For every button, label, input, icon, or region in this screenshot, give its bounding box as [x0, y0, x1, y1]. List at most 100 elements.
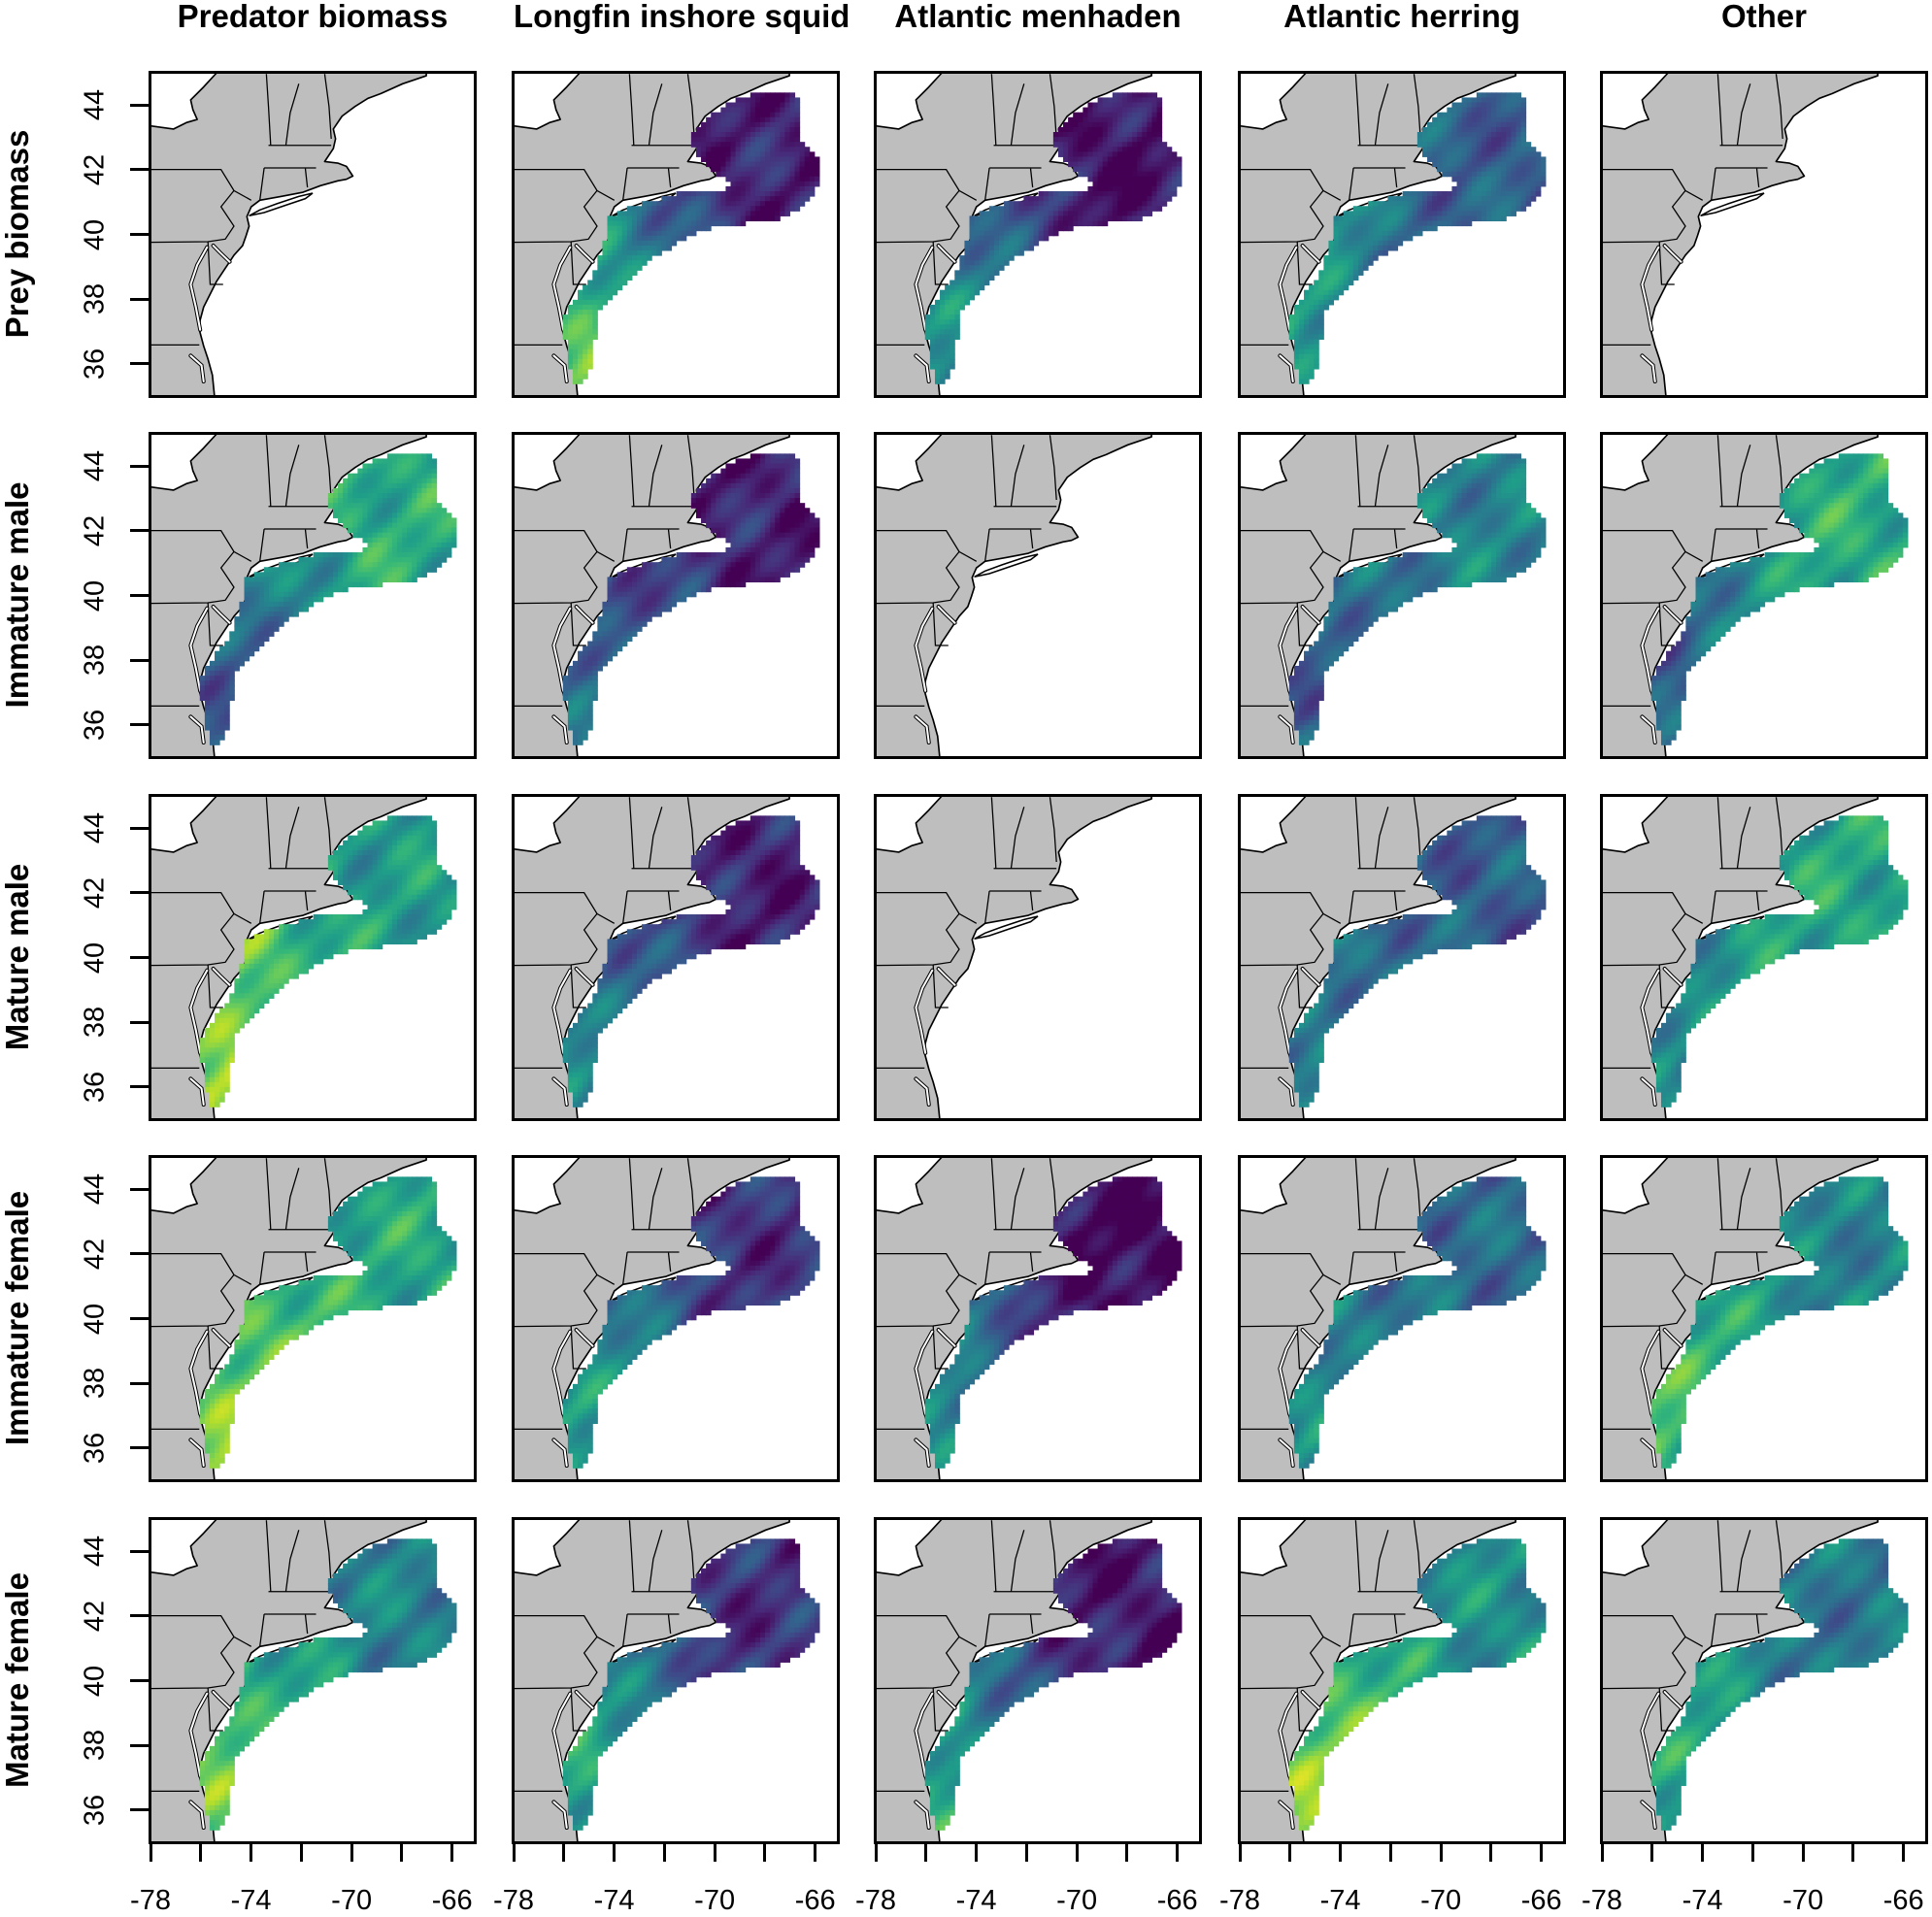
density-cell — [274, 577, 280, 582]
density-cell — [283, 577, 289, 582]
density-cell — [1382, 211, 1388, 216]
density-cell — [1392, 215, 1398, 221]
density-cell — [989, 241, 995, 247]
density-cell — [696, 562, 702, 568]
density-cell — [1314, 666, 1319, 672]
density-cell — [1457, 191, 1463, 197]
density-cell — [755, 493, 761, 499]
density-cell — [1093, 191, 1099, 197]
y-tick-mark — [130, 1614, 150, 1617]
density-cell — [696, 508, 702, 513]
density-cell — [1477, 215, 1482, 221]
density-cell — [746, 162, 751, 168]
density-cell — [1103, 167, 1109, 173]
density-cell — [789, 108, 795, 114]
density-cell — [775, 543, 781, 548]
density-cell — [1496, 142, 1502, 148]
density-cell — [1309, 666, 1315, 672]
density-cell — [362, 582, 368, 588]
density-cell — [810, 538, 816, 544]
density-cell — [1334, 611, 1340, 617]
density-cell — [1294, 720, 1300, 726]
density-cell — [1477, 147, 1482, 152]
density-cell — [746, 186, 751, 192]
density-cell — [666, 196, 672, 202]
density-cell — [1314, 340, 1319, 346]
density-cell — [1063, 211, 1069, 216]
density-cell — [1142, 177, 1148, 182]
density-cell — [583, 715, 588, 721]
density-cell — [1447, 122, 1452, 128]
density-cell — [994, 270, 1000, 276]
density-cell — [1014, 211, 1019, 216]
density-cell — [720, 557, 726, 563]
density-cell — [686, 577, 692, 582]
density-cell — [1358, 265, 1364, 271]
density-cell — [1034, 226, 1040, 232]
density-cell — [755, 469, 761, 475]
density-cell — [731, 182, 737, 187]
density-cell — [706, 122, 712, 128]
density-cell — [1387, 196, 1393, 202]
density-cell — [608, 295, 614, 301]
density-cell — [1177, 167, 1183, 173]
density-cell — [1334, 265, 1340, 271]
density-cell — [1151, 142, 1157, 148]
density-cell — [1427, 122, 1433, 128]
density-cell — [1491, 108, 1497, 114]
density-cell — [805, 177, 811, 182]
density-cell — [622, 621, 628, 627]
density-cell — [736, 103, 742, 109]
density-cell — [1334, 636, 1340, 642]
density-cell — [1506, 142, 1512, 148]
density-cell — [426, 458, 432, 464]
density-cell — [750, 523, 756, 529]
density-cell — [1108, 151, 1114, 157]
density-cell — [432, 483, 438, 489]
density-cell — [741, 108, 747, 114]
density-cell — [608, 290, 614, 296]
density-cell — [789, 182, 795, 187]
density-cell — [780, 103, 785, 109]
density-cell — [642, 241, 648, 247]
density-cell — [368, 479, 374, 484]
density-cell — [1457, 172, 1463, 178]
density-cell — [1472, 177, 1478, 182]
density-cell — [800, 523, 806, 529]
density-cell — [1398, 196, 1404, 202]
density-cell — [1087, 147, 1093, 152]
density-cell — [368, 562, 374, 568]
density-cell — [746, 156, 751, 162]
density-cell — [348, 479, 353, 484]
density-cell — [770, 493, 776, 499]
density-cell — [1457, 215, 1463, 221]
y-tick-text: 36 — [80, 710, 112, 741]
density-cell — [975, 231, 981, 237]
density-cell — [682, 231, 687, 237]
density-cell — [1018, 231, 1024, 237]
density-cell — [1392, 241, 1398, 247]
density-cell — [750, 493, 756, 499]
density-cell — [1349, 250, 1354, 256]
density-cell — [746, 196, 751, 202]
density-cell — [387, 572, 393, 578]
density-cell — [765, 117, 771, 123]
density-cell — [750, 127, 756, 133]
density-cell — [352, 577, 358, 582]
density-cell — [647, 572, 652, 578]
density-cell — [1309, 735, 1315, 741]
density-cell — [706, 137, 712, 143]
density-cell — [1122, 103, 1128, 109]
density-cell — [269, 587, 275, 593]
density-cell — [259, 621, 265, 627]
density-cell — [1486, 215, 1492, 221]
density-cell — [647, 221, 652, 227]
density-cell — [970, 255, 976, 261]
density-cell — [1167, 167, 1173, 173]
density-cell — [795, 162, 801, 168]
density-cell — [1344, 592, 1349, 598]
density-cell — [1023, 246, 1029, 251]
density-cell — [677, 562, 683, 568]
density-cell — [750, 196, 756, 202]
density-cell — [784, 464, 790, 470]
